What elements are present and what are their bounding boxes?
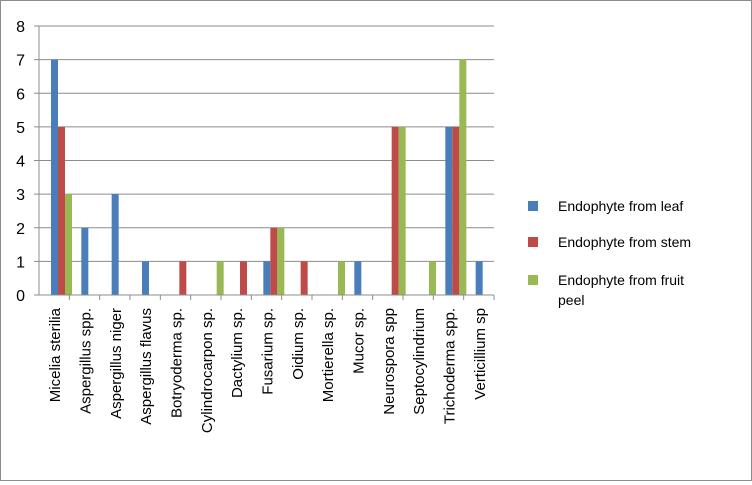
x-tick-label-13: Septocylindrium [411,308,428,415]
y-tick-label-6: 6 [16,86,25,103]
bar-3-10 [338,261,345,295]
bar-3-8 [277,227,285,295]
y-tick-label-4: 4 [16,154,25,171]
x-tick-label-15: Verticillium sp [472,308,489,400]
bar-2-7 [240,261,247,295]
x-tick-label-4: Aspergillus flavus [138,308,155,425]
bar-3-6 [216,261,224,295]
x-tick-label-6: Cylindrocarpon sp. [199,308,216,433]
bar-1-8 [263,261,271,295]
bar-1-11 [354,261,362,295]
y-tick-label-2: 2 [16,221,25,238]
legend-swatch-1 [528,201,538,211]
x-tick-label-11: Mucor sp. [351,308,368,374]
bar-1-14 [445,126,453,295]
bar-2-9 [300,261,308,295]
x-tick-label-7: Dactylium sp. [229,308,246,398]
x-tick-label-2: Aspergillus spp. [78,308,95,414]
x-tick-label-8: Fusarium sp. [260,308,277,395]
x-tick-labels: Micelia sterilia Aspergillus spp. Aspergil… [47,307,489,433]
bar-3-12 [398,126,406,295]
legend-label-3: Endophyte from fruit peel [558,272,684,308]
bar-3-14 [459,59,467,295]
bar-2-5 [179,261,187,295]
y-tick-label-0: 0 [16,288,25,305]
legend-swatch-2 [528,237,538,247]
y-tick-label-8: 8 [16,19,25,36]
x-tick-label-1: Micelia sterilia [47,307,64,402]
x-tick-label-3: Aspergillus niger [108,308,125,419]
y-tick-labels: 0 1 2 3 4 5 6 7 8 [16,19,25,305]
y-tick-label-1: 1 [16,254,25,271]
x-tick-label-9: Oidium sp. [290,308,307,380]
x-tick-label-12: Neurospora spp [381,308,398,415]
y-tick-label-3: 3 [16,187,25,204]
legend: Endophyte from leaf Endophyte from stem En… [528,198,691,308]
bar-3-1 [65,194,72,295]
bar-1-3 [111,194,119,295]
x-tick-label-14: Trichoderma spp. [442,308,459,424]
bar-1-1 [51,59,58,295]
axes [34,25,495,300]
gridlines [39,25,494,262]
bar-2-12 [391,126,399,295]
bar-2-1 [58,126,65,295]
bar-1-2 [81,227,89,295]
bar-2-14 [452,126,460,295]
x-tick-label-10: Mortierella sp. [320,308,337,402]
legend-label-2: Endophyte from stem [558,234,691,250]
y-tick-label-7: 7 [16,53,25,70]
legend-label-1: Endophyte from leaf [558,198,683,214]
bar-2-8 [270,227,278,295]
y-tick-label-5: 5 [16,120,25,137]
bar-1-15 [475,261,483,295]
legend-swatch-3 [528,275,538,285]
bars [51,59,483,295]
x-tick-label-5: Botryoderma sp. [169,308,186,418]
bar-3-13 [429,261,436,295]
bar-1-4 [142,261,149,295]
